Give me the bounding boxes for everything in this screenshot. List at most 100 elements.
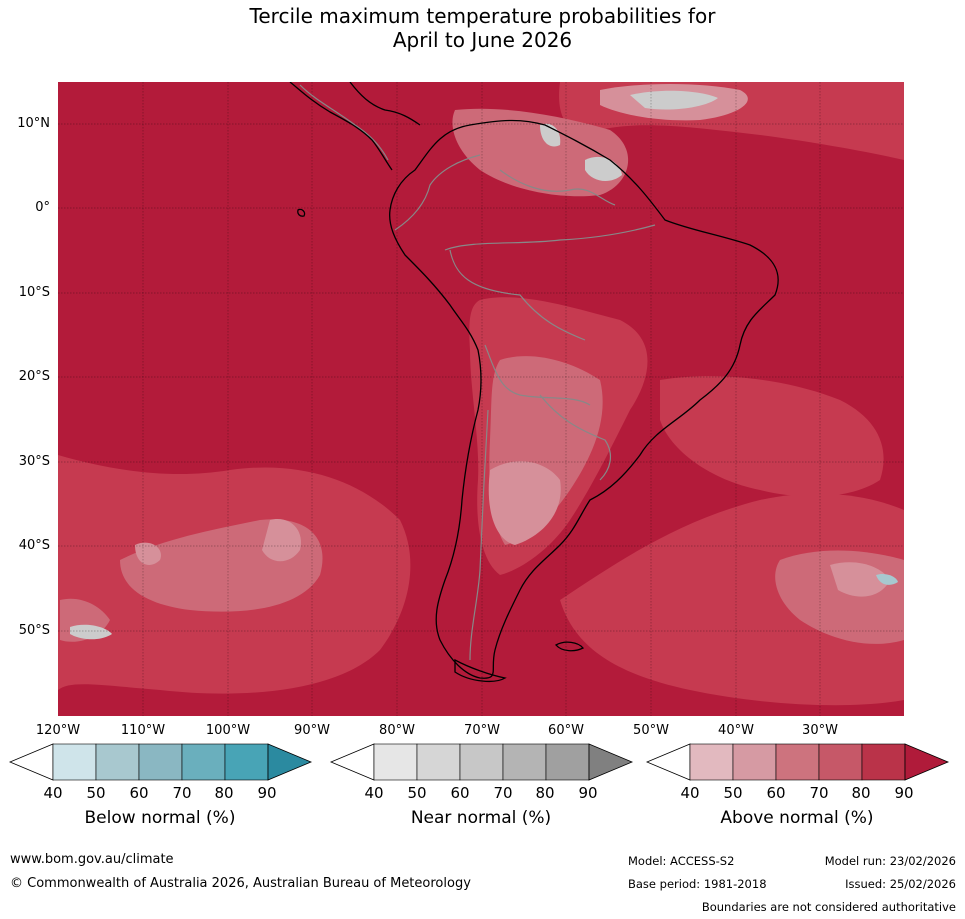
legend-below-tick-70: 70	[172, 784, 192, 802]
above-normal-60-region-north-continent	[452, 108, 629, 197]
border-amazon	[444, 224, 656, 251]
border-colombia	[394, 154, 481, 231]
colorbar-segment-50-60	[732, 743, 777, 781]
colorbar-segment-70-80	[181, 743, 226, 781]
near-normal-60-spot-pacific	[70, 624, 112, 640]
coastline-tierra-del-fuego	[454, 658, 507, 683]
lon-label-70w: 70°W	[464, 723, 500, 738]
colorbar-segment-50-60	[416, 743, 461, 781]
lat-label-0: 0°	[35, 200, 50, 215]
legend-near-normal-title: Near normal (%)	[410, 808, 552, 828]
footer-disclaimer: Boundaries are not considered authoritat…	[701, 900, 956, 914]
coastline-galapagos	[297, 208, 306, 217]
lat-label-10s: 10°S	[18, 285, 50, 300]
coastline-falklands	[554, 641, 585, 652]
coastline-caribbean	[349, 82, 421, 126]
legend-above-tick-40: 40	[680, 784, 700, 802]
legend-near-normal-bar	[329, 743, 634, 781]
below-normal-50-spot-atlantic	[876, 573, 898, 585]
lon-label-60w: 60°W	[548, 723, 584, 738]
legend-below-tick-50: 50	[86, 784, 106, 802]
legend-below-normal-bar	[8, 743, 313, 781]
lon-label-50w: 50°W	[633, 723, 669, 738]
legend-near-tick-70: 70	[493, 784, 513, 802]
colorbar-segment-70-80	[818, 743, 863, 781]
footer-issued: Issued: 25/02/2026	[845, 877, 956, 891]
near-normal-60-spot-venezuela	[540, 123, 561, 147]
border-bolivia	[484, 344, 591, 406]
border-venezuela	[499, 169, 616, 206]
legend-colorbars	[8, 743, 950, 781]
footer-model-run: Model run: 23/02/2026	[824, 854, 956, 868]
above-normal-80-region-east	[660, 376, 884, 497]
legend-near-tick-90: 90	[578, 784, 598, 802]
legend-below-tick-60: 60	[129, 784, 149, 802]
legend-above-tick-90: 90	[894, 784, 914, 802]
footer-model: Model: ACCESS-S2	[628, 854, 735, 868]
footer-website: www.bom.gov.au/climate	[10, 852, 174, 867]
lon-label-30w: 30°W	[802, 723, 838, 738]
lon-label-100w: 100°W	[205, 723, 251, 738]
lat-label-50s: 50°S	[18, 623, 50, 638]
colorbar-max-extension	[904, 743, 950, 781]
lon-label-110w: 110°W	[120, 723, 166, 738]
legend-above-normal-title: Above normal (%)	[720, 808, 874, 828]
colorbar-max-extension	[267, 743, 313, 781]
above-normal-60-region-pacific	[262, 519, 301, 562]
colorbar-segment-60-70	[775, 743, 820, 781]
colorbar-min-extension	[645, 743, 691, 781]
footer-copyright: © Commonwealth of Australia 2026, Austra…	[10, 876, 471, 891]
lon-label-40w: 40°W	[718, 723, 754, 738]
border-central-america	[299, 84, 389, 161]
above-normal-60-region-continent	[488, 461, 561, 545]
colorbar-segment-40-50	[373, 743, 418, 781]
legend-below-tick-80: 80	[214, 784, 234, 802]
colorbar-min-extension	[329, 743, 375, 781]
colorbar-segment-70-80	[502, 743, 547, 781]
lat-label-20s: 20°S	[18, 369, 50, 384]
legend-above-tick-80: 80	[851, 784, 871, 802]
lon-label-120w: 120°W	[35, 723, 81, 738]
legend-near-tick-40: 40	[364, 784, 384, 802]
legend-below-tick-40: 40	[43, 784, 63, 802]
colorbar-segment-80-90	[224, 743, 269, 781]
colorbar-segment-80-90	[545, 743, 590, 781]
lat-label-30s: 30°S	[18, 454, 50, 469]
map-title: Tercile maximum temperature probabilitie…	[0, 4, 965, 52]
legend-below-tick-90: 90	[257, 784, 277, 802]
legend-above-normal-bar	[645, 743, 950, 781]
above-normal-80-region-atlantic	[560, 493, 904, 706]
lat-label-40s: 40°S	[18, 538, 50, 553]
near-normal-60-region-north	[630, 90, 718, 110]
colorbar-segment-80-90	[861, 743, 906, 781]
colorbar-segment-40-50	[52, 743, 97, 781]
coastline-central-america	[289, 82, 393, 171]
legend-above-tick-70: 70	[809, 784, 829, 802]
coastline	[289, 82, 779, 683]
colorbar-segment-40-50	[689, 743, 734, 781]
title-line-2: April to June 2026	[392, 28, 573, 52]
legend-below-normal-title: Below normal (%)	[84, 808, 236, 828]
legend-near-tick-60: 60	[450, 784, 470, 802]
above-normal-60-region-pacific-2	[135, 542, 161, 565]
coastline-south-america	[389, 119, 779, 679]
legend-near-tick-50: 50	[407, 784, 427, 802]
country-borders	[299, 84, 656, 661]
colorbar-segment-60-70	[459, 743, 504, 781]
lon-label-80w: 80°W	[379, 723, 415, 738]
colorbar-segment-60-70	[138, 743, 183, 781]
border-paraguay	[539, 394, 612, 481]
border-peru-brazil	[449, 249, 586, 341]
legend-above-tick-50: 50	[723, 784, 743, 802]
colorbar-min-extension	[8, 743, 54, 781]
colorbar-segment-50-60	[95, 743, 140, 781]
legend-near-tick-80: 80	[535, 784, 555, 802]
colorbar-max-extension	[588, 743, 634, 781]
probability-field	[58, 82, 904, 716]
footer-base-period: Base period: 1981-2018	[628, 877, 767, 891]
lat-label-10n: 10°N	[17, 116, 50, 131]
legend-above-tick-60: 60	[766, 784, 786, 802]
lon-label-90w: 90°W	[294, 723, 330, 738]
title-line-1: Tercile maximum temperature probabilitie…	[249, 4, 716, 28]
